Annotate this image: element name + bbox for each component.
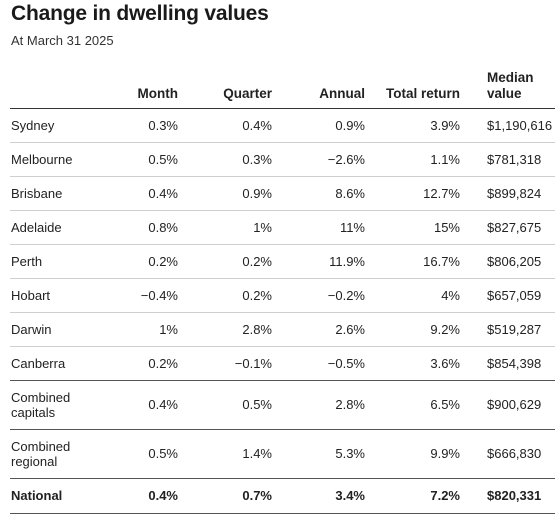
cell-total-return: 16.7%	[365, 244, 460, 279]
cell-total-return: 3.6%	[365, 346, 460, 381]
header-median-value: Median value	[460, 68, 555, 109]
table-row: Hobart −0.4% 0.2% −0.2% 4% $657,059	[10, 278, 555, 313]
cell-annual: 11.9%	[272, 244, 365, 279]
cell-annual: −2.6%	[272, 142, 365, 177]
cell-region: Perth	[10, 244, 108, 279]
cell-median-value: $827,675	[460, 210, 555, 245]
table-row-national: National 0.4% 0.7% 3.4% 7.2% $820,331	[10, 478, 555, 514]
cell-region: Hobart	[10, 278, 108, 313]
cell-month: 0.4%	[108, 176, 178, 211]
cell-quarter: −0.1%	[178, 346, 272, 381]
cell-quarter: 0.4%	[178, 108, 272, 143]
cell-month: 1%	[108, 312, 178, 347]
cell-annual: 5.3%	[272, 429, 365, 479]
cell-annual: 2.6%	[272, 312, 365, 347]
cell-total-return: 1.1%	[365, 142, 460, 177]
cell-annual: 11%	[272, 210, 365, 245]
cell-month: 0.2%	[108, 346, 178, 381]
header-month: Month	[108, 68, 178, 109]
table-row: Sydney 0.3% 0.4% 0.9% 3.9% $1,190,616	[10, 108, 555, 143]
cell-annual: 0.9%	[272, 108, 365, 143]
table-row: Adelaide 0.8% 1% 11% 15% $827,675	[10, 210, 555, 245]
cell-median-value: $806,205	[460, 244, 555, 279]
cell-annual: 3.4%	[272, 478, 365, 514]
table-row: Brisbane 0.4% 0.9% 8.6% 12.7% $899,824	[10, 176, 555, 211]
cell-quarter: 0.5%	[178, 380, 272, 430]
cell-region: Brisbane	[10, 176, 108, 211]
header-row: Month Quarter Annual Total return Median…	[10, 68, 555, 109]
table-row: Darwin 1% 2.8% 2.6% 9.2% $519,287	[10, 312, 555, 347]
page-subtitle: At March 31 2025	[11, 33, 114, 48]
cell-quarter: 2.8%	[178, 312, 272, 347]
dwelling-values-table: Month Quarter Annual Total return Median…	[10, 68, 555, 514]
cell-median-value: $657,059	[460, 278, 555, 313]
cell-total-return: 6.5%	[365, 380, 460, 430]
table-row: Combined capitals 0.4% 0.5% 2.8% 6.5% $9…	[10, 380, 555, 430]
cell-month: 0.3%	[108, 108, 178, 143]
table-row: Melbourne 0.5% 0.3% −2.6% 1.1% $781,318	[10, 142, 555, 177]
cell-month: −0.4%	[108, 278, 178, 313]
cell-median-value: $820,331	[460, 478, 555, 514]
cell-region: Melbourne	[10, 142, 108, 177]
cell-month: 0.8%	[108, 210, 178, 245]
cell-region: Sydney	[10, 108, 108, 143]
table-body: Sydney 0.3% 0.4% 0.9% 3.9% $1,190,616 Me…	[10, 108, 555, 514]
cell-region: National	[10, 478, 108, 514]
cell-month: 0.5%	[108, 142, 178, 177]
cell-total-return: 4%	[365, 278, 460, 313]
cell-median-value: $666,830	[460, 429, 555, 479]
cell-median-value: $900,629	[460, 380, 555, 430]
cell-total-return: 7.2%	[365, 478, 460, 514]
cell-quarter: 0.3%	[178, 142, 272, 177]
cell-quarter: 0.2%	[178, 244, 272, 279]
header-total-return: Total return	[365, 68, 460, 109]
cell-quarter: 1.4%	[178, 429, 272, 479]
cell-quarter: 0.2%	[178, 278, 272, 313]
cell-median-value: $1,190,616	[460, 108, 555, 143]
cell-quarter: 0.9%	[178, 176, 272, 211]
cell-quarter: 0.7%	[178, 478, 272, 514]
header-quarter: Quarter	[178, 68, 272, 109]
cell-region: Combined regional	[10, 429, 108, 479]
cell-month: 0.4%	[108, 380, 178, 430]
cell-annual: −0.5%	[272, 346, 365, 381]
cell-total-return: 12.7%	[365, 176, 460, 211]
header-region	[10, 68, 108, 109]
cell-annual: −0.2%	[272, 278, 365, 313]
header-annual: Annual	[272, 68, 365, 109]
table-row: Combined regional 0.5% 1.4% 5.3% 9.9% $6…	[10, 429, 555, 479]
cell-annual: 2.8%	[272, 380, 365, 430]
table-row: Canberra 0.2% −0.1% −0.5% 3.6% $854,398	[10, 346, 555, 381]
cell-region: Combined capitals	[10, 380, 108, 430]
cell-region: Canberra	[10, 346, 108, 381]
cell-total-return: 3.9%	[365, 108, 460, 143]
cell-median-value: $899,824	[460, 176, 555, 211]
cell-annual: 8.6%	[272, 176, 365, 211]
table-header: Month Quarter Annual Total return Median…	[10, 68, 555, 109]
cell-region: Adelaide	[10, 210, 108, 245]
cell-median-value: $854,398	[460, 346, 555, 381]
cell-region: Darwin	[10, 312, 108, 347]
cell-month: 0.4%	[108, 478, 178, 514]
cell-quarter: 1%	[178, 210, 272, 245]
page-title: Change in dwelling values	[11, 2, 269, 25]
cell-median-value: $519,287	[460, 312, 555, 347]
cell-total-return: 9.9%	[365, 429, 460, 479]
cell-median-value: $781,318	[460, 142, 555, 177]
cell-total-return: 9.2%	[365, 312, 460, 347]
table-row: Perth 0.2% 0.2% 11.9% 16.7% $806,205	[10, 244, 555, 279]
cell-month: 0.2%	[108, 244, 178, 279]
cell-month: 0.5%	[108, 429, 178, 479]
cell-total-return: 15%	[365, 210, 460, 245]
